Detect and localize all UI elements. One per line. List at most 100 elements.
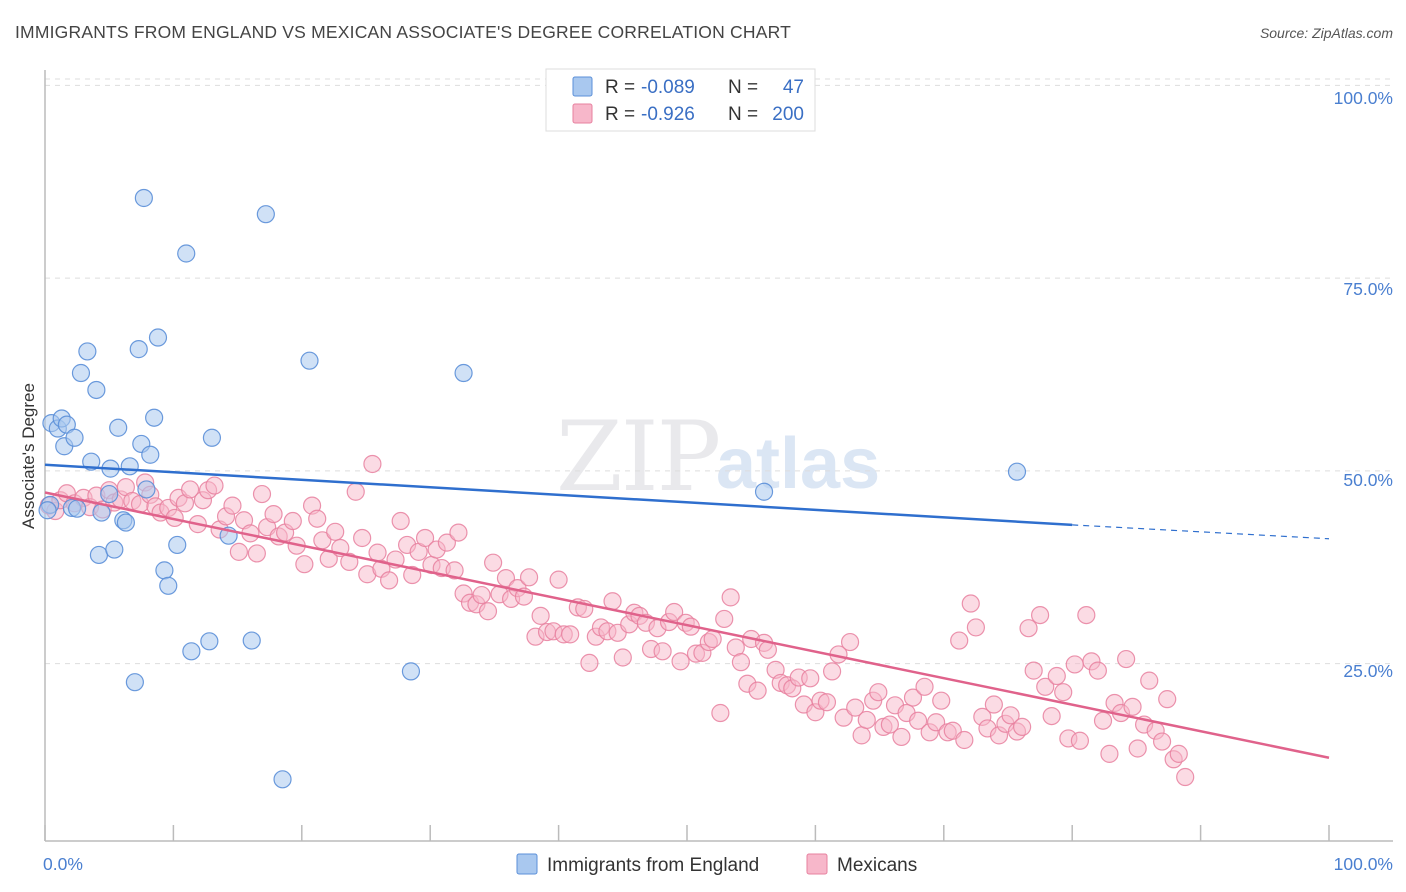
mexicans-point (1128, 739, 1147, 758)
mexicans-point (264, 504, 283, 524)
mexicans-point (326, 522, 345, 541)
mexicans-point (1042, 706, 1061, 726)
mexicans-point (1123, 697, 1142, 716)
mexicans-point (711, 703, 730, 723)
bottom-legend-label-england: Immigrants from England (547, 855, 759, 876)
mexicans-point (445, 561, 464, 580)
england-point (300, 351, 319, 370)
legend-n-label: N = (728, 77, 758, 98)
mexicans-point (715, 609, 734, 629)
legend-n-value-england: 47 (783, 77, 804, 98)
england-point (256, 205, 275, 224)
mexicans-point (1054, 683, 1073, 702)
bottom-legend-swatch-mexicans (806, 853, 828, 875)
mexicans-point (308, 509, 327, 528)
mexicans-point (247, 544, 266, 563)
mexicans-point (1030, 605, 1050, 625)
mexicans-point (1001, 706, 1020, 725)
england-point (89, 545, 109, 565)
mexicans-point (703, 629, 722, 649)
mexicans-point (817, 693, 837, 712)
mexicans-point (415, 528, 435, 548)
mexicans-point (437, 533, 456, 552)
england-point (116, 513, 135, 532)
england-point (1007, 462, 1027, 481)
england-point (168, 535, 187, 555)
mexicans-point (603, 592, 622, 611)
england-point (401, 662, 421, 681)
mexicans-point (1077, 605, 1096, 625)
england-point (454, 363, 473, 383)
mexicans-point (1036, 677, 1055, 696)
mexicans-point (561, 625, 580, 644)
mexicans-point (880, 715, 899, 734)
mexicans-trend-line (44, 491, 1330, 759)
y-axis-label: Associate's Degree (19, 383, 38, 529)
mexicans-point (472, 585, 491, 605)
legend-n-label: N = (728, 104, 758, 125)
legend-r-label: R = (605, 104, 635, 125)
mexicans-point (984, 695, 1003, 714)
mexicans-point (1140, 671, 1159, 690)
mexicans-point (950, 631, 969, 650)
legend-swatch-england (572, 76, 593, 97)
mexicans-point (852, 726, 871, 745)
england-point (134, 188, 153, 208)
england-trend-extension (1072, 524, 1330, 540)
mexicans-point (1013, 717, 1032, 736)
mexicans-point (1019, 619, 1038, 638)
mexicans-point (283, 511, 302, 531)
england-point (200, 632, 219, 651)
england-trend-line (44, 463, 1073, 527)
england-point (125, 673, 144, 692)
england-point (182, 642, 201, 661)
legend-r-value-england: -0.089 (641, 77, 695, 98)
legend-r-label: R = (605, 77, 635, 98)
mexicans-point (1152, 732, 1172, 751)
england-point (137, 480, 156, 499)
chart-title: IMMIGRANTS FROM ENGLAND VS MEXICAN ASSOC… (15, 22, 791, 42)
legend-swatch-mexicans (572, 103, 593, 124)
mexicans-point (449, 523, 468, 542)
mexicans-point (834, 708, 853, 727)
england-point (202, 428, 222, 447)
legend-r-value-mexicans: -0.926 (641, 104, 695, 125)
mexicans-point (892, 727, 911, 747)
mexicans-point (909, 711, 928, 730)
mexicans-point (1047, 666, 1066, 686)
england-point (145, 408, 164, 427)
mexicans-point (549, 570, 568, 589)
y-tick-label: 25.0% (1343, 661, 1393, 681)
mexicans-point (721, 588, 740, 607)
mexicans-point (932, 691, 951, 710)
mexicans-point (340, 552, 359, 571)
england-point (177, 244, 196, 263)
y-tick-label: 75.0% (1343, 279, 1393, 299)
england-point (129, 340, 148, 359)
england-point (67, 499, 87, 518)
mexicans-point (1169, 744, 1188, 763)
watermark-zip: ZIP (556, 401, 719, 513)
mexicans-point (1100, 744, 1119, 763)
mexicans-point (840, 632, 860, 652)
mexicans-point (1176, 767, 1195, 787)
mexicans-point (391, 511, 410, 531)
series-mexicans-points (39, 454, 1195, 787)
bottom-legend-label-mexicans: Mexicans (837, 855, 917, 876)
england-point (78, 342, 97, 361)
mexicans-point (653, 642, 672, 661)
england-point (109, 418, 128, 437)
series-england-points (38, 188, 1027, 789)
watermark: ZIP atlas (556, 401, 880, 513)
england-point (148, 328, 168, 347)
mexicans-point (1065, 655, 1084, 674)
mexicans-point (748, 681, 767, 700)
mexicans-point (801, 669, 820, 688)
england-point (273, 770, 292, 789)
mexicans-point (903, 688, 923, 707)
y-tick-label: 50.0% (1343, 470, 1393, 490)
england-point (71, 363, 91, 383)
x-axis-ticks (44, 825, 1330, 841)
england-point (100, 484, 119, 504)
